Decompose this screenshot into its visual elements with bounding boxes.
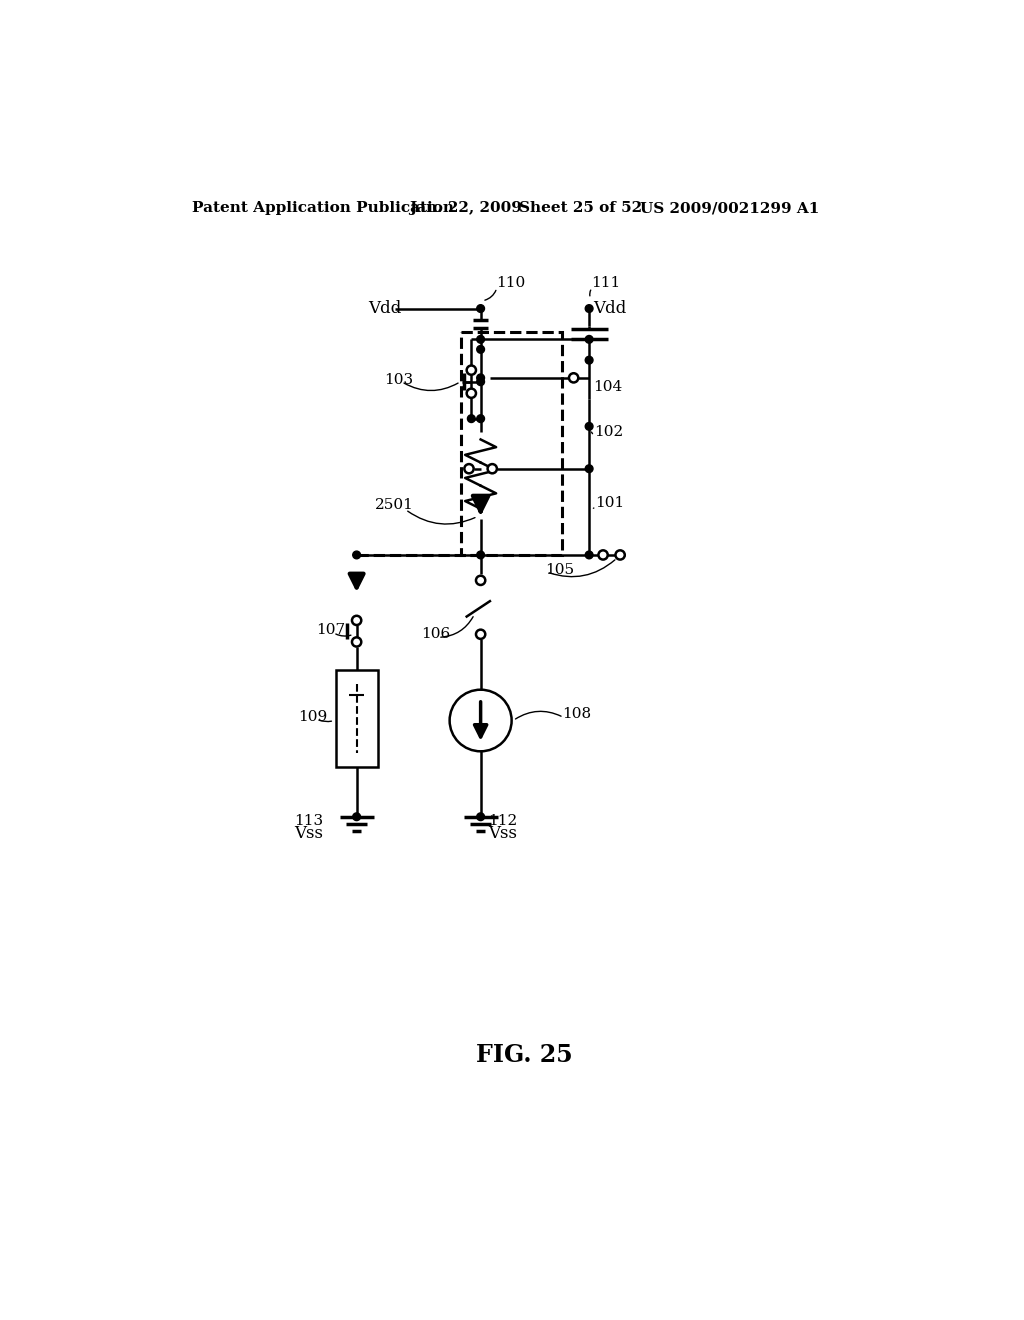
Text: Jan. 22, 2009: Jan. 22, 2009 [410,202,522,215]
Circle shape [352,615,361,626]
Text: Vss: Vss [488,825,517,842]
Text: 104: 104 [593,380,623,395]
Text: 2501: 2501 [375,498,414,512]
Text: 111: 111 [592,276,621,290]
Circle shape [477,374,484,381]
Bar [336,671,378,767]
Circle shape [464,465,474,474]
Circle shape [586,305,593,313]
Text: 109: 109 [299,710,328,725]
Circle shape [586,335,593,343]
Circle shape [467,388,476,397]
Bar [461,331,562,554]
Text: 112: 112 [488,813,517,828]
Text: 101: 101 [595,496,625,511]
Circle shape [477,552,484,558]
Text: US 2009/0021299 A1: US 2009/0021299 A1 [640,202,819,215]
Circle shape [586,422,593,430]
Text: 103: 103 [384,374,413,387]
Text: FIG. 25: FIG. 25 [476,1043,573,1068]
Circle shape [598,550,607,560]
Text: Patent Application Publication: Patent Application Publication [191,202,454,215]
Text: Sheet 25 of 52: Sheet 25 of 52 [519,202,642,215]
Circle shape [487,465,497,474]
Circle shape [352,552,360,558]
Text: 107: 107 [316,623,345,636]
Circle shape [476,576,485,585]
Text: Vss: Vss [295,825,324,842]
Circle shape [615,550,625,560]
Text: 106: 106 [421,627,451,642]
Circle shape [477,378,484,385]
Text: Vdd: Vdd [593,300,627,317]
Circle shape [477,305,484,313]
Text: 110: 110 [496,276,525,290]
Circle shape [586,356,593,364]
Circle shape [477,813,484,821]
Circle shape [477,346,484,354]
Circle shape [352,638,361,647]
Circle shape [586,552,593,558]
Circle shape [476,630,485,639]
Circle shape [477,335,484,343]
Circle shape [352,813,360,821]
Circle shape [467,414,475,422]
Circle shape [586,465,593,473]
Text: 108: 108 [562,708,591,721]
Circle shape [467,366,476,375]
Text: 113: 113 [295,813,324,828]
Text: 102: 102 [595,425,624,438]
Text: Vdd: Vdd [369,300,401,317]
Circle shape [569,374,579,383]
Text: 105: 105 [545,564,574,577]
Circle shape [477,414,484,422]
